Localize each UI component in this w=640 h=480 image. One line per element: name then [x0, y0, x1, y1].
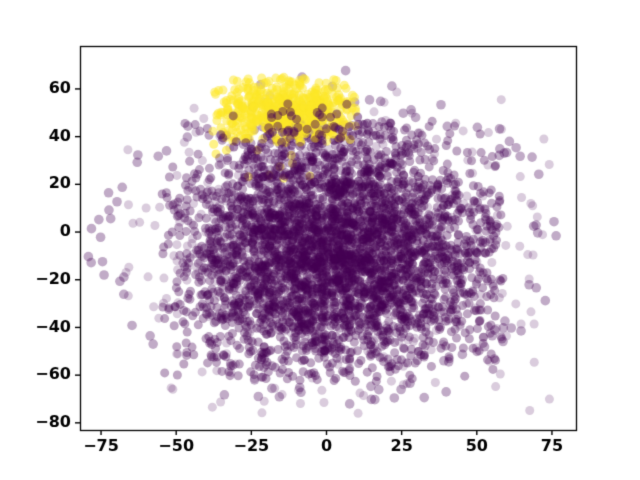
tsne-scatter-canvas	[0, 0, 640, 480]
figure	[0, 0, 640, 480]
